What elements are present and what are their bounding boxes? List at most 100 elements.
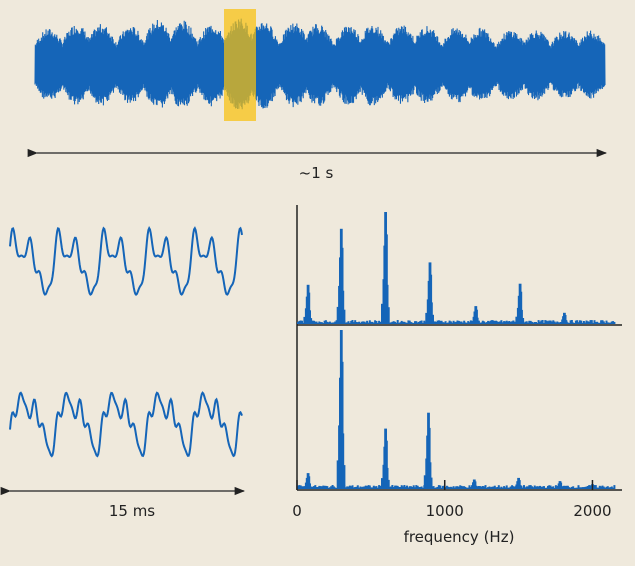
spectrum-peak-bar <box>381 478 384 489</box>
spectrum-noise-bin <box>301 320 303 324</box>
spectrum-noise-bin <box>613 322 616 324</box>
spectrum-noise-bin <box>505 485 508 489</box>
spectrum-noise-bin <box>578 487 581 489</box>
spectrum-peak-bar <box>475 487 479 489</box>
spectrum-peak-bar <box>307 292 311 324</box>
spectrum-noise-bin <box>540 486 543 489</box>
spectrum-noise-bin <box>415 321 418 324</box>
spectrum-noise-bin <box>408 320 411 324</box>
spectrum-noise-bin <box>598 485 601 489</box>
spectrum-ticks: 0 1000 2000 <box>292 480 612 520</box>
spectrum-noise-bin <box>533 485 536 489</box>
spectrum-noise-bin <box>495 487 498 489</box>
spectrum-noise-bin <box>344 487 347 489</box>
spectrum-noise-bin <box>556 321 559 324</box>
spectrum-noise-bin <box>452 486 455 489</box>
spectrum-noise-bin <box>391 485 394 489</box>
spectrum-noise-bin <box>334 487 337 489</box>
spectrum-noise-bin <box>351 485 354 489</box>
spectrum-noise-bin <box>355 486 358 489</box>
spectrum-peak-bar <box>587 487 591 489</box>
spectrum-noise-bin <box>487 320 490 324</box>
spectrum-peak-bar <box>555 487 559 489</box>
spectrum-noise-bin <box>605 486 608 489</box>
spectrum-noise-bin <box>360 487 363 489</box>
spectrum-noise-bin <box>535 486 537 489</box>
spectrum-noise-bin <box>440 320 443 324</box>
spectrum-noise-bin <box>545 487 548 489</box>
spectrum-peak-bar <box>431 314 434 324</box>
spectrum-noise-bin <box>573 323 576 324</box>
spectrum-noise-bin <box>311 486 314 489</box>
spectrum-noise-bin <box>574 487 577 489</box>
spectrum-noise-bin <box>318 485 321 489</box>
spectrum-noise-bin <box>418 321 420 324</box>
spectrum-noise-bin <box>368 485 371 489</box>
spectrum-noise-bin <box>541 320 544 324</box>
spectrum-noise-bin <box>590 320 593 324</box>
spectrum-noise-bin <box>610 486 613 489</box>
spectrum-noise-bin <box>576 487 579 489</box>
spectrum-noise-bin <box>347 321 350 324</box>
spectrum-noise-bin <box>483 321 486 324</box>
spectrum-noise-bin <box>508 487 511 489</box>
spectrum-noise-bin <box>392 487 395 489</box>
spectrum-peak-bar <box>559 482 563 489</box>
spectrum-peak-bar <box>513 487 517 489</box>
spectrum-peak-bar <box>429 477 433 489</box>
spectrum-noise-bin <box>335 320 338 324</box>
duration-label-long: ~1 s <box>299 164 334 182</box>
spectrum-noise-bin <box>487 487 490 489</box>
spectrum-noise-bin <box>581 487 584 489</box>
spectrum-noise-bin <box>501 487 504 489</box>
spectrum-bottom <box>297 330 616 490</box>
short-waveform-2 <box>9 391 243 458</box>
spectrum-noise-bin <box>513 321 516 324</box>
long-waveform <box>34 18 606 110</box>
spectrum-noise-bin <box>533 322 536 324</box>
spectrum-noise-bin <box>395 485 398 489</box>
spectrum-noise-bin <box>468 485 471 489</box>
spectrum-noise-bin <box>366 320 369 324</box>
spectrum-peak-bar <box>429 274 433 324</box>
spectrum-noise-bin <box>327 487 330 489</box>
spectrum-noise-bin <box>508 321 511 324</box>
spectrum-noise-bin <box>501 322 504 324</box>
spectrum-peak-bar <box>303 316 307 324</box>
spectrum-peak-bar <box>386 479 390 489</box>
spectrum-peak-bar <box>559 322 563 324</box>
spectrum-noise-bin <box>359 486 362 489</box>
duration-label-short: 15 ms <box>109 502 155 520</box>
spectrum-noise-bin <box>420 486 423 489</box>
spectrum-peak-bar <box>307 476 311 489</box>
spectrum-noise-bin <box>354 320 357 324</box>
spectrum-noise-bin <box>512 320 515 324</box>
spectrum-noise-bin <box>412 323 415 324</box>
spectrum-noise-bin <box>406 485 408 489</box>
spectrum-peak-bar <box>385 234 388 324</box>
spectrum-tick-label: 1000 <box>426 502 464 520</box>
spectrum-peak-bar <box>564 320 568 324</box>
spectrum-noise-bin <box>608 322 611 324</box>
spectrum-noise-bin <box>547 321 549 324</box>
spectrum-noise-bin <box>610 321 613 324</box>
spectrum-noise-bin <box>398 323 400 324</box>
spectrum-noise-bin <box>582 321 585 324</box>
spectrum-noise-bin <box>580 487 583 489</box>
spectrum-noise-bin <box>396 485 399 489</box>
spectrum-noise-bin <box>568 322 571 324</box>
spectrum-noise-bin <box>600 320 603 324</box>
spectrum-noise-bin <box>532 322 535 324</box>
spectrum-noise-bin <box>301 486 303 489</box>
spectrum-noise-bin <box>598 322 601 324</box>
spectrum-noise-bin <box>554 322 557 324</box>
spectrum-peak-bar <box>423 475 427 489</box>
spectrum-noise-bin <box>584 322 587 324</box>
spectrum-noise-bin <box>589 320 592 324</box>
spectrum-noise-bin <box>395 322 398 324</box>
spectrum-noise-bin <box>433 321 436 324</box>
spectrum-tick-label: 2000 <box>573 502 611 520</box>
spectrum-noise-bin <box>453 487 456 489</box>
spectrum-noise-bin <box>497 322 500 324</box>
spectrum-noise-bin <box>596 321 599 324</box>
